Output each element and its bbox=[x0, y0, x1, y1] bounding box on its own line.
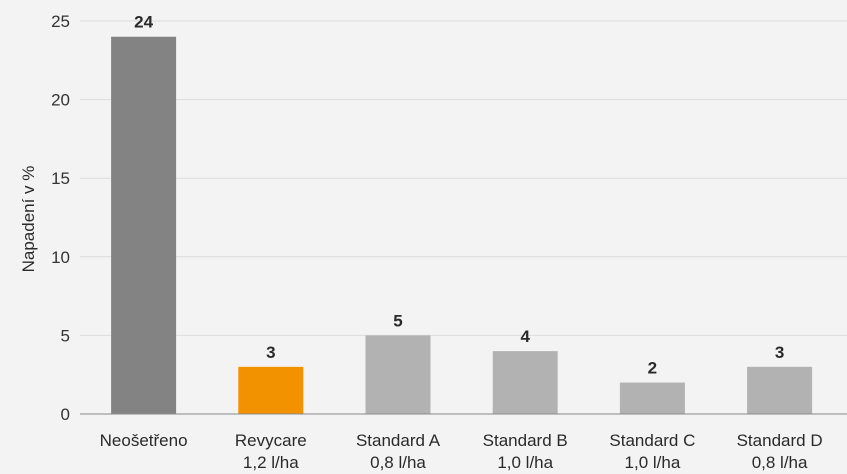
bars bbox=[111, 36, 813, 414]
category-label-2-line-2: 1,2 l/ha bbox=[243, 453, 299, 472]
category-label-4-line-1: Standard B bbox=[483, 431, 568, 450]
y-tick-label-25: 25 bbox=[51, 12, 70, 31]
value-label-1: 24 bbox=[134, 13, 153, 32]
y-tick-label-10: 10 bbox=[51, 248, 70, 267]
value-label-6: 3 bbox=[775, 343, 784, 362]
category-label-3-line-2: 0,8 l/ha bbox=[370, 453, 426, 472]
category-label-5-line-1: Standard C bbox=[609, 431, 695, 450]
category-label-6-line-2: 0,8 l/ha bbox=[752, 453, 808, 472]
y-tick-label-0: 0 bbox=[61, 405, 70, 424]
bar-5 bbox=[619, 382, 685, 414]
y-tick-label-5: 5 bbox=[61, 326, 70, 345]
value-label-4: 4 bbox=[520, 327, 530, 346]
y-axis-title: Napadení v % bbox=[19, 166, 38, 273]
bar-2 bbox=[238, 366, 304, 414]
bar-3 bbox=[365, 335, 431, 414]
y-tick-label-20: 20 bbox=[51, 91, 70, 110]
bar-6 bbox=[747, 366, 813, 414]
category-label-6-line-1: Standard D bbox=[737, 431, 823, 450]
y-tick-label-15: 15 bbox=[51, 169, 70, 188]
category-label-1-line-1: Neošetřeno bbox=[100, 431, 188, 450]
gridlines bbox=[80, 20, 847, 336]
category-label-4-line-2: 1,0 l/ha bbox=[497, 453, 553, 472]
category-label-3-line-1: Standard A bbox=[356, 431, 441, 450]
category-label-5-line-2: 1,0 l/ha bbox=[625, 453, 681, 472]
bar-1 bbox=[111, 36, 177, 414]
category-label-2-line-1: Revycare bbox=[235, 431, 307, 450]
value-label-5: 2 bbox=[648, 359, 657, 378]
bar-4 bbox=[492, 351, 558, 414]
value-label-2: 3 bbox=[266, 343, 275, 362]
value-label-3: 5 bbox=[393, 311, 402, 330]
